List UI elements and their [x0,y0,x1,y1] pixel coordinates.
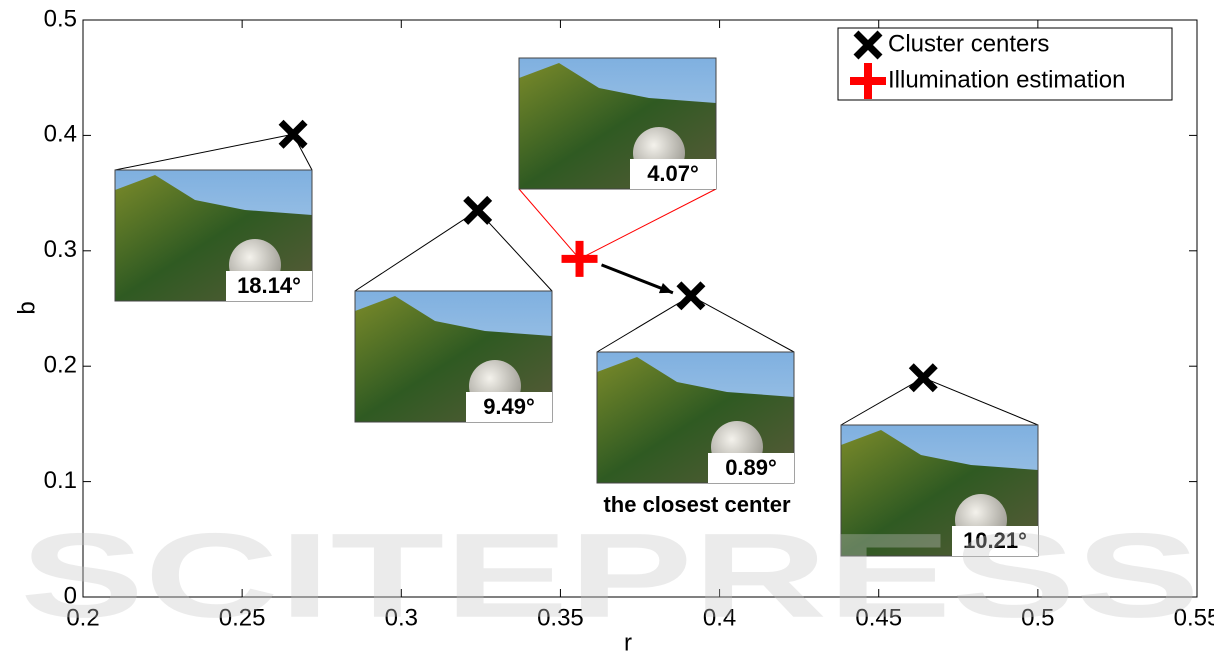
page: {"chart_data": {"type": "scatter", "xlab… [0,0,1214,653]
legend-label: Cluster centers [888,30,1049,57]
legend-label: Illumination estimation [888,66,1125,93]
y-tick-label: 0.5 [44,5,77,32]
angle-label: 0.89° [725,455,777,480]
chart: r b 0.20.250.30.350.40.450.50.5500.10.20… [0,0,1214,653]
watermark: SCITEPRESS [20,509,1200,643]
y-tick-label: 0.3 [44,236,77,263]
angle-label: 9.49° [483,394,535,419]
y-axis-label: b [13,301,40,314]
y-tick-label: 0.4 [44,121,77,148]
y-tick-label: 0.2 [44,352,77,379]
angle-label: 4.07° [647,161,699,186]
y-tick-label: 0.1 [44,467,77,494]
angle-label: 18.14° [237,273,301,298]
